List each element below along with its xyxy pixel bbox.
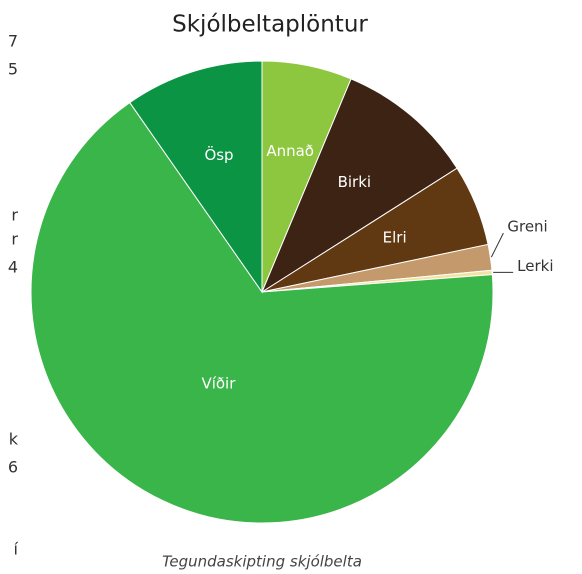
cut-off-text: 5 [8,60,18,79]
slice-label: Lerki [517,257,553,275]
cut-off-text: 4 [8,258,18,277]
pie-slice [129,60,263,294]
slice-label: Elri [383,229,407,247]
leader-line [490,232,504,258]
cut-off-text: 6 [8,458,18,477]
pie-slice [30,101,494,524]
cut-off-text: í [14,540,19,559]
cut-off-text: 7 [8,32,18,51]
slice-label: Ösp [204,145,233,164]
slice-label: Greni [507,218,547,236]
cut-off-text: r [11,230,18,249]
slice-label: Víðir [201,374,236,392]
cut-off-text: r [11,206,18,225]
cut-off-text: k [9,430,19,449]
pie-slice [260,78,458,294]
caption: Tegundaskipting skjólbelta [162,553,362,571]
slice-label: Birki [338,173,371,191]
chart-title: Skjólbeltaplöntur [172,12,368,38]
slice-label: Annað [266,142,314,160]
